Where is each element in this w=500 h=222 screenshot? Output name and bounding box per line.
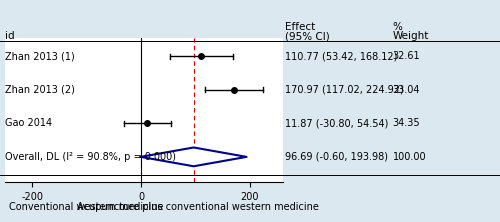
Text: 11.87 (-30.80, 54.54): 11.87 (-30.80, 54.54): [285, 118, 389, 128]
Text: 100.00: 100.00: [392, 152, 426, 162]
Text: Weight: Weight: [392, 31, 429, 41]
Text: Conventional western medicine: Conventional western medicine: [10, 202, 164, 212]
Text: Overall, DL (I² = 90.8%, p = 0.000): Overall, DL (I² = 90.8%, p = 0.000): [5, 152, 176, 162]
Text: 110.77 (53.42, 168.12): 110.77 (53.42, 168.12): [285, 51, 398, 61]
Text: 32.61: 32.61: [392, 51, 420, 61]
Text: Zhan 2013 (2): Zhan 2013 (2): [5, 85, 75, 95]
Text: Zhan 2013 (1): Zhan 2013 (1): [5, 51, 75, 61]
Text: 33.04: 33.04: [392, 85, 420, 95]
Text: %: %: [392, 22, 402, 32]
Text: Acupuncture plus conventional western medicine: Acupuncture plus conventional western me…: [77, 202, 319, 212]
Polygon shape: [140, 147, 246, 166]
Text: Effect: Effect: [285, 22, 316, 32]
Text: 96.69 (-0.60, 193.98): 96.69 (-0.60, 193.98): [285, 152, 388, 162]
Text: (95% CI): (95% CI): [285, 31, 330, 41]
Text: id: id: [5, 31, 15, 41]
Text: 34.35: 34.35: [392, 118, 420, 128]
Text: Gao 2014: Gao 2014: [5, 118, 52, 128]
Text: 170.97 (117.02, 224.92): 170.97 (117.02, 224.92): [285, 85, 404, 95]
